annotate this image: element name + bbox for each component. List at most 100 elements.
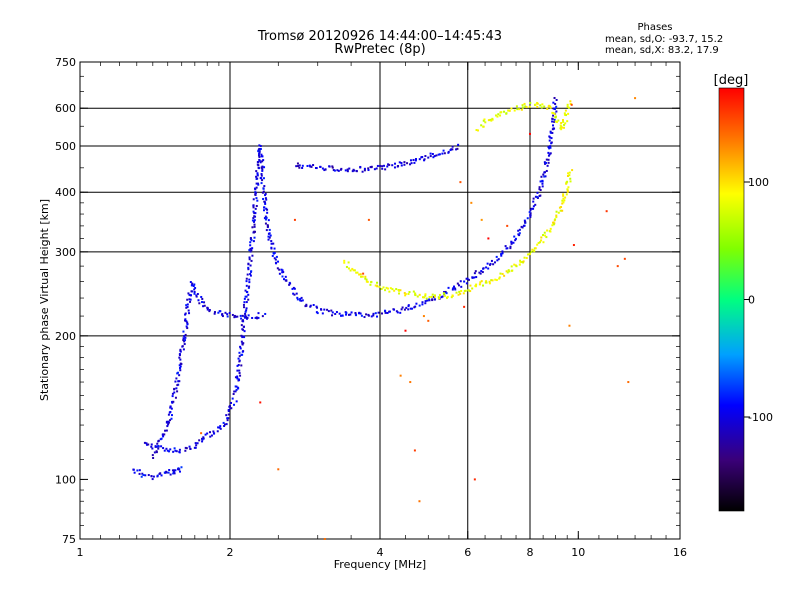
data-point (367, 218, 370, 221)
data-point (179, 349, 182, 352)
data-point (562, 197, 565, 200)
data-point (437, 296, 440, 299)
data-point (534, 247, 537, 250)
data-point (266, 225, 269, 228)
data-point (470, 201, 473, 204)
data-point (201, 301, 204, 304)
data-point (561, 209, 564, 212)
data-point (510, 242, 513, 245)
data-point (145, 442, 148, 445)
data-point (355, 170, 358, 173)
data-point (165, 429, 168, 432)
data-point (430, 295, 433, 298)
data-point (340, 314, 343, 317)
data-point (406, 162, 409, 165)
data-point (226, 417, 229, 420)
data-point (165, 420, 168, 423)
data-point (409, 163, 412, 166)
y-tick-label: 300 (55, 246, 76, 259)
data-point (268, 228, 271, 231)
data-point (162, 435, 165, 438)
data-point (151, 447, 154, 450)
data-point (162, 447, 165, 450)
data-point (564, 196, 567, 199)
data-point (553, 120, 556, 123)
data-point (403, 292, 406, 295)
data-point (160, 445, 163, 448)
data-point (246, 316, 249, 319)
data-point (301, 164, 304, 167)
y-tick-label: 200 (55, 330, 76, 343)
data-point (543, 231, 546, 234)
data-point (549, 106, 552, 109)
data-point (483, 118, 486, 121)
data-point (172, 450, 175, 453)
data-point (566, 180, 569, 183)
data-point (243, 297, 246, 300)
data-point (370, 315, 373, 318)
data-point (418, 500, 421, 503)
data-point (404, 329, 407, 332)
data-point (343, 261, 346, 264)
data-point (189, 294, 192, 297)
data-point (485, 281, 488, 284)
data-point (500, 254, 503, 257)
data-point (248, 281, 251, 284)
data-point (407, 292, 410, 295)
data-point (297, 165, 300, 168)
data-point (243, 330, 246, 333)
data-point (331, 314, 334, 317)
data-point (248, 258, 251, 261)
data-point (503, 274, 506, 277)
data-point (560, 205, 563, 208)
data-point (316, 312, 319, 315)
data-point (442, 292, 445, 295)
data-point (345, 265, 348, 268)
data-point (138, 472, 141, 475)
data-point (200, 432, 203, 435)
data-point (363, 169, 366, 172)
data-point (301, 166, 304, 169)
data-point (261, 168, 264, 171)
data-point (242, 303, 245, 306)
data-point (416, 295, 419, 298)
data-point (258, 149, 261, 152)
data-point (634, 97, 637, 100)
data-point (386, 287, 389, 290)
data-point (177, 467, 180, 470)
data-point (259, 145, 262, 148)
data-point (501, 252, 504, 255)
data-point (387, 163, 390, 166)
data-point (288, 283, 291, 286)
data-point (469, 284, 472, 287)
data-point (241, 350, 244, 353)
data-point (261, 315, 264, 318)
data-point (544, 175, 547, 178)
data-point (136, 469, 139, 472)
data-point (529, 132, 531, 135)
data-point (489, 262, 492, 265)
data-point (259, 147, 262, 150)
data-point (491, 117, 494, 120)
data-point (264, 215, 267, 218)
data-point (289, 282, 292, 285)
data-point (241, 343, 244, 346)
data-point (490, 279, 493, 282)
data-point (191, 282, 194, 285)
data-point (389, 287, 392, 290)
data-point (550, 142, 553, 145)
data-point (549, 136, 552, 139)
data-point (351, 267, 354, 270)
data-point (196, 442, 199, 445)
data-point (569, 180, 572, 183)
data-point (278, 272, 281, 275)
data-point (350, 311, 353, 314)
data-point (253, 225, 256, 228)
data-point (438, 293, 441, 296)
data-point (202, 436, 205, 439)
data-point (428, 295, 431, 298)
data-point (234, 390, 237, 393)
data-point (562, 194, 565, 197)
data-point (242, 335, 245, 338)
data-point (549, 131, 552, 134)
